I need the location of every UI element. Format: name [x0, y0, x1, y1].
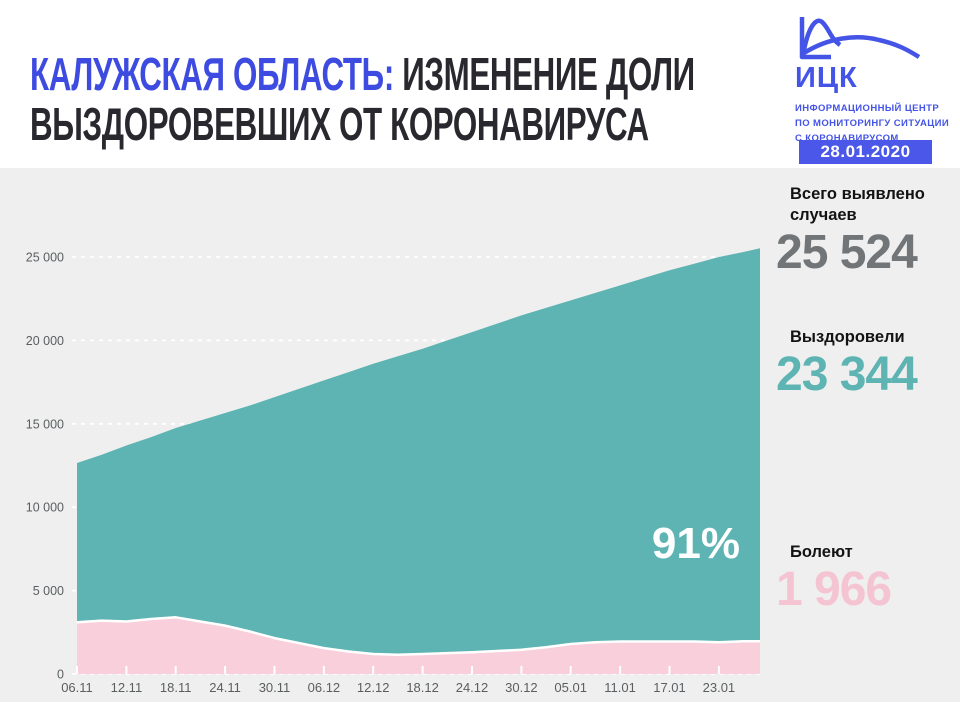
- svg-text:25 000: 25 000: [26, 251, 64, 265]
- title-region: КАЛУЖСКАЯ ОБЛАСТЬ:: [30, 47, 394, 100]
- svg-text:20 000: 20 000: [26, 334, 64, 348]
- logo-subtitle-line3: С КОРОНАВИРУСОМ: [795, 133, 899, 144]
- logo-subtitle-line1: ИНФОРМАЦИОННЫЙ ЦЕНТР: [795, 103, 940, 114]
- svg-text:30.12: 30.12: [505, 680, 538, 695]
- title-line1: КАЛУЖСКАЯ ОБЛАСТЬ: ИЗМЕНЕНИЕ ДОЛИ: [30, 49, 695, 99]
- svg-text:11.01: 11.01: [604, 680, 636, 695]
- epidemic-curves-icon: [799, 17, 921, 60]
- svg-text:0: 0: [57, 668, 64, 682]
- date-badge: 28.01.2020: [799, 140, 932, 164]
- svg-text:12.12: 12.12: [357, 680, 390, 695]
- svg-text:18.11: 18.11: [160, 680, 192, 695]
- svg-text:24.11: 24.11: [209, 680, 241, 695]
- stat-total-cases-value: 25 524: [776, 226, 918, 279]
- svg-text:18.12: 18.12: [406, 680, 439, 695]
- svg-text:30.11: 30.11: [259, 680, 291, 695]
- svg-text:15 000: 15 000: [26, 417, 64, 431]
- svg-text:5 000: 5 000: [33, 584, 64, 598]
- svg-text:23.01: 23.01: [703, 680, 736, 695]
- stat-active: Болеют 1 966: [776, 542, 956, 616]
- chart-panel: 0 5 000 10 000 15 000 20 000 25 000 06.11 12.11…: [0, 168, 960, 702]
- svg-text:24.12: 24.12: [456, 680, 489, 695]
- stat-total-cases-label: Всего выявлено случаев: [790, 185, 925, 224]
- svg-text:05.01: 05.01: [554, 680, 587, 695]
- svg-text:12.11: 12.11: [111, 680, 143, 695]
- logo-subtitle: ИНФОРМАЦИОННЫЙ ЦЕНТР ПО МОНИТОРИНГУ СИТУ…: [795, 101, 955, 146]
- svg-text:10 000: 10 000: [26, 501, 64, 515]
- area-chart: 0 5 000 10 000 15 000 20 000 25 000 06.11 12.11…: [26, 248, 761, 695]
- stat-active-label: Болеют: [790, 543, 853, 561]
- logo-abbr: ИЦК: [795, 62, 858, 94]
- stat-recovered-label: Выздоровели: [790, 328, 905, 346]
- svg-text:17.01: 17.01: [653, 680, 686, 695]
- svg-text:06.12: 06.12: [308, 680, 341, 695]
- page-title: КАЛУЖСКАЯ ОБЛАСТЬ: ИЗМЕНЕНИЕ ДОЛИ ВЫЗДОР…: [30, 49, 695, 149]
- logo-subtitle-line2: ПО МОНИТОРИНГУ СИТУАЦИИ: [795, 118, 950, 129]
- logo: ИЦК ИНФОРМАЦИОННЫЙ ЦЕНТР ПО МОНИТОРИНГУ …: [795, 14, 955, 146]
- title-line1-rest: ИЗМЕНЕНИЕ ДОЛИ: [393, 47, 695, 100]
- svg-text:06.11: 06.11: [61, 680, 93, 695]
- stat-active-value: 1 966: [776, 563, 892, 616]
- stat-recovered: Выздоровели 23 344: [776, 327, 956, 401]
- stat-total-cases: Всего выявлено случаев 25 524: [776, 184, 956, 279]
- stat-recovered-value: 23 344: [776, 348, 918, 401]
- title-line2: ВЫЗДОРОВЕВШИХ ОТ КОРОНАВИРУСА: [30, 97, 649, 150]
- recovered-share-label: 91%: [651, 519, 740, 568]
